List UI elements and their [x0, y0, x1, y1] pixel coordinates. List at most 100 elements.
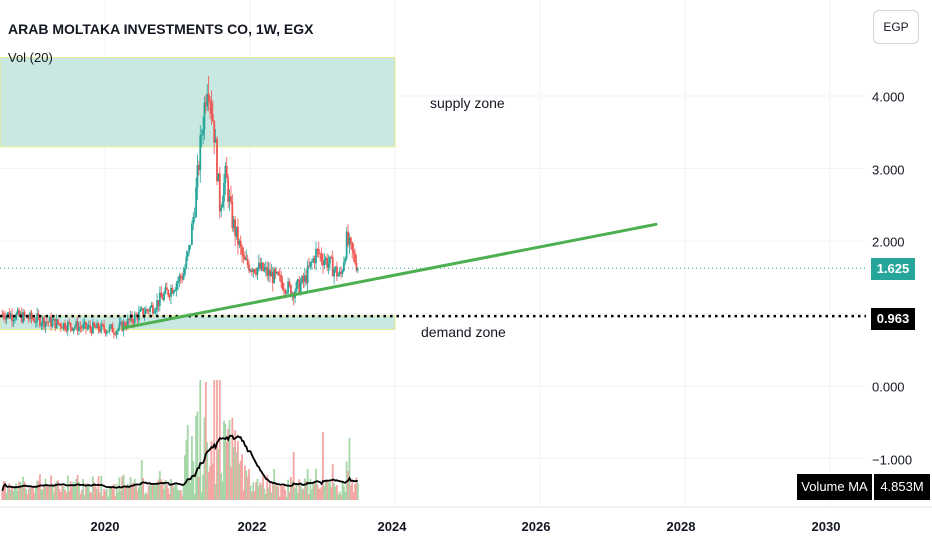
currency-button[interactable]: EGP [873, 10, 919, 44]
volume-bar [262, 476, 264, 500]
volume-bar [149, 482, 151, 500]
volume-bar [354, 483, 356, 500]
volume-bar [76, 474, 79, 500]
volume-ma-value: 4.853M [874, 474, 930, 500]
candle-body [73, 326, 76, 329]
candle-body [197, 165, 200, 171]
volume-bar [108, 487, 111, 500]
volume-bar [15, 483, 18, 500]
candle-body [93, 322, 96, 327]
candle-body [13, 319, 16, 321]
volume-bar [43, 485, 46, 500]
candle-body [317, 249, 320, 254]
candle-body [220, 207, 223, 212]
volume-bar [128, 487, 131, 500]
volume-bar [39, 474, 41, 500]
volume-bar [103, 488, 105, 500]
candle-body [255, 272, 257, 275]
volume-bar [296, 492, 299, 500]
candle-body [225, 166, 228, 179]
candle-body [98, 329, 101, 332]
candle-body [175, 283, 178, 290]
volume-bar [340, 494, 342, 500]
candle-body [68, 322, 71, 324]
volume-bar [100, 475, 103, 500]
volume-bar [29, 487, 32, 500]
candle-body [310, 261, 313, 263]
candle-body [345, 231, 348, 259]
candle-body [305, 275, 308, 284]
candle-body [163, 293, 165, 300]
volume-bar [144, 492, 147, 500]
candle-body [351, 242, 354, 251]
candle-body [224, 166, 227, 184]
y-tick-4: 4.000 [872, 89, 905, 105]
volume-bar [151, 482, 154, 500]
volume-bar [18, 481, 20, 500]
volume-bar [112, 484, 115, 500]
candle-body [172, 290, 175, 294]
candle-body [135, 314, 138, 316]
candle-body [76, 321, 79, 332]
volume-bar [263, 488, 266, 500]
volume-bar [47, 486, 50, 500]
candle-body [185, 256, 188, 268]
candle-body [12, 320, 15, 322]
candle-body [298, 279, 301, 293]
volume-bar [12, 490, 15, 500]
candle-body [316, 249, 319, 251]
candle-body [181, 277, 184, 280]
volume-bar [188, 477, 191, 500]
volume-indicator-legend[interactable]: Vol (20) [8, 50, 53, 65]
volume-bar [150, 485, 153, 500]
volume-bar [51, 484, 54, 500]
volume-bar [133, 478, 136, 500]
candle-body [349, 237, 352, 243]
volume-bar [232, 447, 235, 500]
x-tick-2024: 2024 [377, 519, 407, 534]
candle-body [312, 258, 315, 262]
candle-body [157, 300, 160, 306]
candle-body [58, 323, 61, 325]
volume-bar [73, 484, 76, 500]
volume-bar [90, 492, 93, 500]
candle-body [165, 287, 168, 291]
candle-body [150, 305, 153, 308]
candle-body [115, 331, 118, 335]
volume-bar [231, 417, 234, 500]
candle-body [65, 329, 68, 331]
candle-body [178, 275, 181, 281]
volume-bar [323, 485, 326, 500]
candle-body [235, 226, 238, 237]
candle-body [193, 216, 196, 218]
volume-bar [341, 482, 344, 500]
candle-body [119, 321, 122, 324]
candle-body [284, 290, 287, 294]
volume-bar [82, 479, 85, 500]
candle-body [308, 265, 310, 267]
candle-body [132, 321, 135, 324]
volume-bar [117, 492, 119, 500]
volume-bar [324, 481, 327, 500]
volume-bar [317, 488, 320, 500]
volume-bar [26, 494, 29, 500]
volume-bar [65, 492, 68, 500]
y-tick-2: 2.000 [872, 234, 905, 250]
x-tick-2028: 2028 [666, 519, 696, 534]
volume-bar [48, 486, 51, 500]
volume-bar [310, 489, 313, 500]
candle-body [217, 173, 220, 182]
candle-body [160, 292, 163, 298]
candle-body [260, 262, 263, 270]
candle-body [191, 223, 193, 245]
candle-body [227, 178, 230, 202]
volume-bar [94, 486, 97, 500]
volume-bar [16, 490, 19, 500]
volume-bar [330, 486, 333, 500]
candle-body [37, 313, 40, 317]
candle-body [356, 268, 359, 271]
candle-body [78, 326, 80, 332]
volume-bar [184, 455, 186, 500]
volume-bar [351, 481, 354, 500]
